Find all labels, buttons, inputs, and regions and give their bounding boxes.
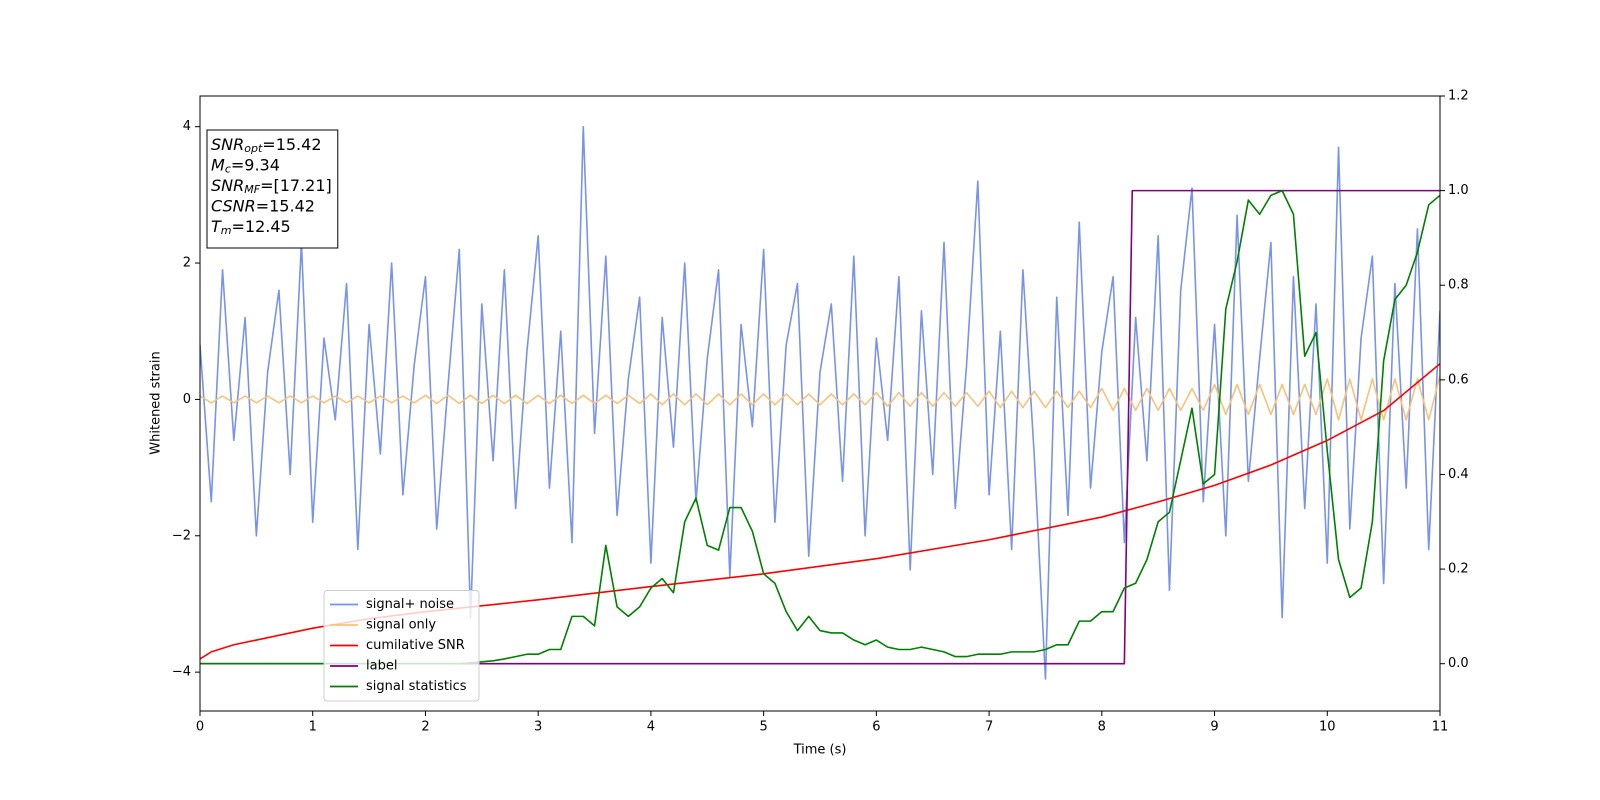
annotation-text: =15.42: [262, 135, 321, 154]
legend-label: label: [366, 659, 397, 674]
y2-tick-label: 0.6: [1448, 372, 1469, 387]
series-line: [200, 375, 1440, 421]
annotation: SNRMF=[17.21]: [211, 176, 332, 197]
annotation-text: =9.34: [231, 155, 280, 174]
y-tick-label: −2: [172, 528, 191, 543]
x-tick-label: 11: [1432, 720, 1449, 735]
annotation-symbol: M: [211, 155, 225, 174]
y2-tick-label: 0.0: [1448, 656, 1469, 671]
y-tick-label: 0: [183, 392, 191, 407]
legend-label: signal+ noise: [366, 597, 454, 612]
annotation-subscript: m: [221, 224, 232, 237]
annotation: Tm=12.45: [211, 217, 291, 238]
legend-label: signal statistics: [366, 679, 467, 694]
annotation-symbol: SNR: [211, 135, 244, 154]
y-tick-label: −4: [172, 665, 191, 680]
legend-box: [323, 590, 480, 702]
x-tick-label: 0: [196, 720, 204, 735]
y2-tick-label: 0.4: [1448, 467, 1469, 482]
legend-label: cumilative SNR: [366, 638, 465, 653]
annotation-text: =12.45: [232, 217, 291, 236]
y-tick-label: 2: [183, 256, 191, 271]
x-tick-label: 9: [1210, 720, 1218, 735]
annotation-text: =15.42: [256, 196, 315, 215]
y2-tick-label: 1.0: [1448, 183, 1469, 198]
y2-tick-label: 0.2: [1448, 562, 1469, 577]
annotation-symbol: SNR: [211, 176, 244, 195]
x-tick-label: 10: [1319, 720, 1336, 735]
x-tick-label: 1: [309, 720, 317, 735]
x-tick-label: 3: [534, 720, 542, 735]
x-tick-label: 2: [421, 720, 429, 735]
x-tick-label: 7: [985, 720, 993, 735]
annotation-subscript: opt: [244, 142, 263, 155]
annotation-symbol: CSNR: [211, 196, 256, 215]
y-tick-label: 4: [183, 119, 191, 134]
annotation: Mc=9.34: [211, 155, 280, 176]
x-tick-label: 8: [1098, 720, 1106, 735]
y2-tick-label: 1.2: [1448, 89, 1469, 104]
annotation: CSNR=15.42: [211, 196, 315, 215]
x-tick-label: 4: [647, 720, 655, 735]
y2-tick-label: 0.8: [1448, 278, 1469, 293]
annotation-symbol: T: [211, 217, 222, 236]
y-axis-label: Whitened strain: [149, 351, 164, 454]
x-axis-label: Time (s): [793, 743, 847, 758]
x-tick-label: 6: [872, 720, 880, 735]
plot-frame: [199, 95, 1441, 712]
annotation-subscript: MF: [244, 183, 260, 196]
series-line: [200, 189, 1440, 665]
annotation-text: =[17.21]: [260, 176, 332, 195]
annotation-box: [206, 129, 339, 249]
series-line: [200, 125, 1440, 680]
legend-label: signal only: [366, 618, 436, 633]
x-tick-label: 5: [759, 720, 767, 735]
annotation: SNRopt=15.42: [211, 135, 322, 156]
annotation-subscript: c: [225, 163, 231, 176]
